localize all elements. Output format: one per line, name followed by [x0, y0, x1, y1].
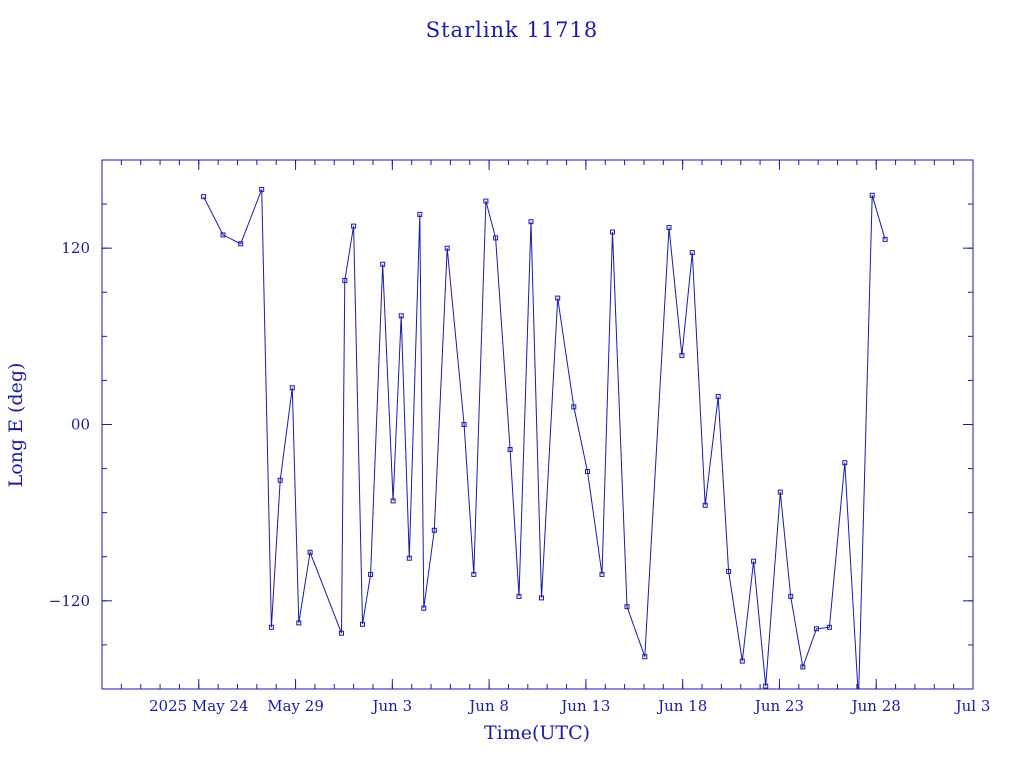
data-point	[268, 624, 274, 630]
data-point	[610, 229, 615, 235]
data-point	[360, 621, 365, 627]
data-point	[715, 394, 721, 400]
data-point	[471, 571, 477, 577]
data-point	[461, 422, 467, 427]
data-point	[339, 630, 344, 636]
data-point	[238, 241, 244, 247]
y-tick-label: 120	[61, 239, 90, 257]
data-point	[507, 447, 513, 452]
x-tick-label: May 29	[267, 697, 324, 715]
data-point	[351, 223, 357, 229]
data-point	[814, 626, 819, 632]
x-tick-label: 2025 May 24	[149, 697, 249, 715]
data-point	[483, 198, 489, 204]
x-axis-label: Time(UTC)	[484, 722, 590, 744]
data-point	[417, 211, 423, 217]
data-point	[307, 549, 313, 555]
series-line	[203, 189, 886, 689]
x-axis: 2025 May 24 May 29 Jun 3 Jun 8 Jun 13 Jun 18 J…	[101, 160, 991, 715]
data-point	[585, 469, 590, 474]
data-point	[624, 604, 630, 610]
data-point	[444, 245, 450, 251]
x-tick-label: Jun 3	[371, 697, 413, 715]
data-point	[842, 460, 848, 466]
x-tick-label: Jun 13	[559, 697, 610, 715]
data-point	[777, 489, 783, 495]
x-tick-label: Jun 8	[467, 697, 509, 715]
data-point	[277, 477, 283, 483]
x-tick-label: Jun 23	[753, 697, 804, 715]
x-tick-label: Jun 28	[850, 697, 901, 715]
data-point	[201, 194, 207, 200]
data-point	[869, 192, 875, 198]
data-point	[289, 385, 295, 391]
data-point	[516, 593, 522, 599]
y-tick-label: 00	[71, 416, 90, 434]
data-point	[259, 186, 265, 192]
data-point	[555, 295, 561, 301]
data-point	[599, 571, 605, 577]
data-point	[342, 278, 348, 283]
data-point	[751, 558, 757, 564]
data-point	[368, 571, 374, 577]
y-axis: 120 00 −120	[49, 159, 973, 690]
data-point	[421, 605, 427, 611]
data-point	[739, 658, 745, 664]
data-point	[679, 352, 685, 358]
data-point	[406, 555, 412, 561]
data-point	[726, 568, 732, 574]
data-point	[666, 225, 672, 231]
data-series	[201, 186, 888, 689]
data-point	[528, 219, 534, 225]
data-point	[220, 232, 226, 238]
x-tick-label: Jun 18	[656, 697, 707, 715]
data-point	[642, 654, 648, 660]
data-point	[296, 620, 302, 626]
data-point	[689, 250, 695, 256]
data-point	[788, 593, 794, 599]
data-point	[800, 664, 806, 670]
data-point	[571, 404, 577, 410]
data-point	[431, 527, 437, 533]
data-point	[882, 236, 888, 242]
y-tick-label: −120	[49, 592, 90, 610]
data-point	[702, 502, 708, 508]
data-point	[390, 498, 396, 504]
y-axis-label: Long E (deg)	[5, 363, 27, 488]
chart-title: Starlink 11718	[426, 18, 599, 42]
data-point	[826, 624, 832, 630]
data-point	[493, 235, 499, 241]
data-point	[380, 261, 386, 267]
data-point	[539, 595, 544, 601]
data-point	[763, 683, 769, 689]
data-point	[398, 313, 404, 319]
x-tick-label: Jul 3	[954, 697, 991, 715]
